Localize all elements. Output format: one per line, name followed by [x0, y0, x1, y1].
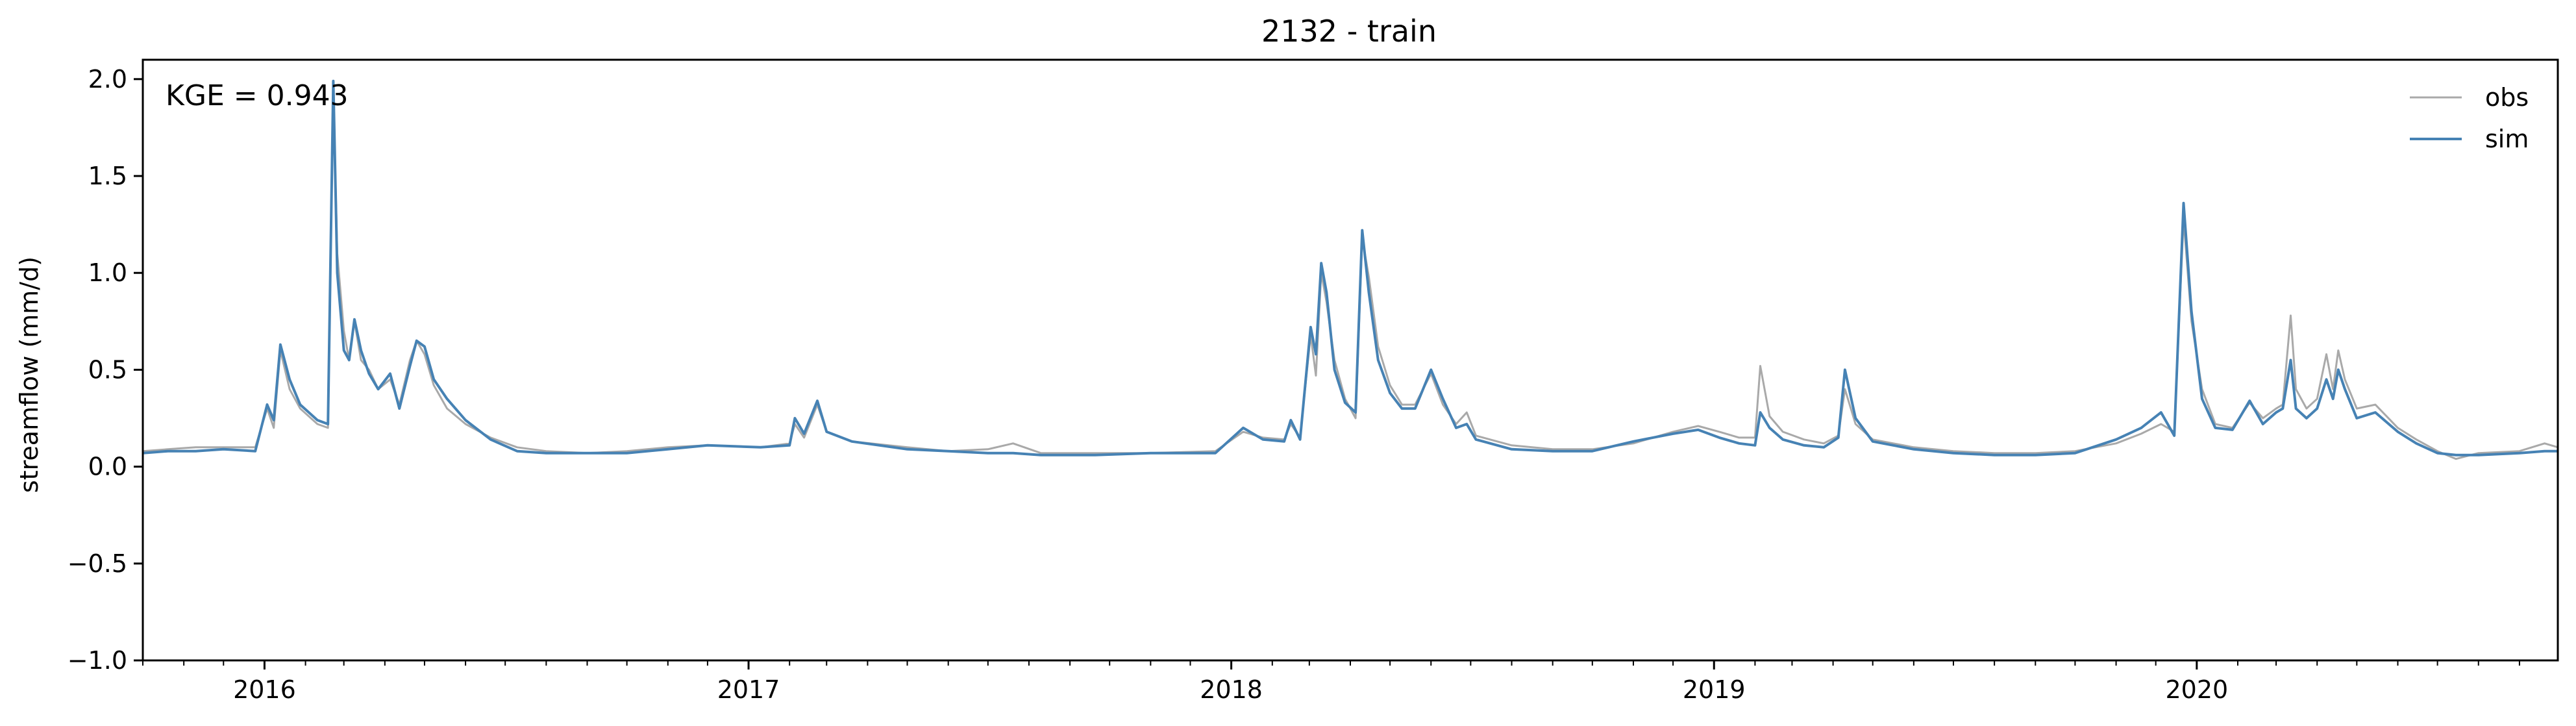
y-tick-label: 1.0 [88, 258, 127, 287]
legend: obs sim [2410, 83, 2529, 153]
x-tick-label: 2018 [1200, 675, 1263, 704]
y-axis-label: streamflow (mm/d) [15, 257, 43, 493]
series-line-sim [142, 79, 2558, 457]
y-axis-ticks: −1.0 −0.5 0.0 0.5 1.0 1.5 2.0 [68, 65, 143, 675]
x-tick-label: 2017 [717, 675, 780, 704]
y-tick-label: 0.0 [88, 453, 127, 481]
y-tick-label: −0.5 [68, 549, 127, 578]
y-tick-label: −1.0 [68, 646, 127, 675]
series-line-obs [142, 88, 2558, 460]
chart-title: 2132 - train [1261, 14, 1437, 49]
legend-label-obs: obs [2485, 83, 2529, 112]
x-tick-label: 2019 [1683, 675, 1746, 704]
x-tick-label: 2020 [2165, 675, 2228, 704]
legend-label-sim: sim [2485, 125, 2529, 153]
x-axis-ticks: 2016 2017 2018 2019 2020 [142, 660, 2520, 704]
y-tick-label: 0.5 [88, 355, 127, 384]
plot-frame [142, 58, 2559, 662]
kge-annotation: KGE = 0.943 [166, 79, 349, 112]
x-tick-label: 2016 [233, 675, 296, 704]
y-tick-label: 1.5 [88, 162, 127, 190]
series-lines [142, 79, 2558, 460]
y-tick-label: 2.0 [88, 65, 127, 94]
